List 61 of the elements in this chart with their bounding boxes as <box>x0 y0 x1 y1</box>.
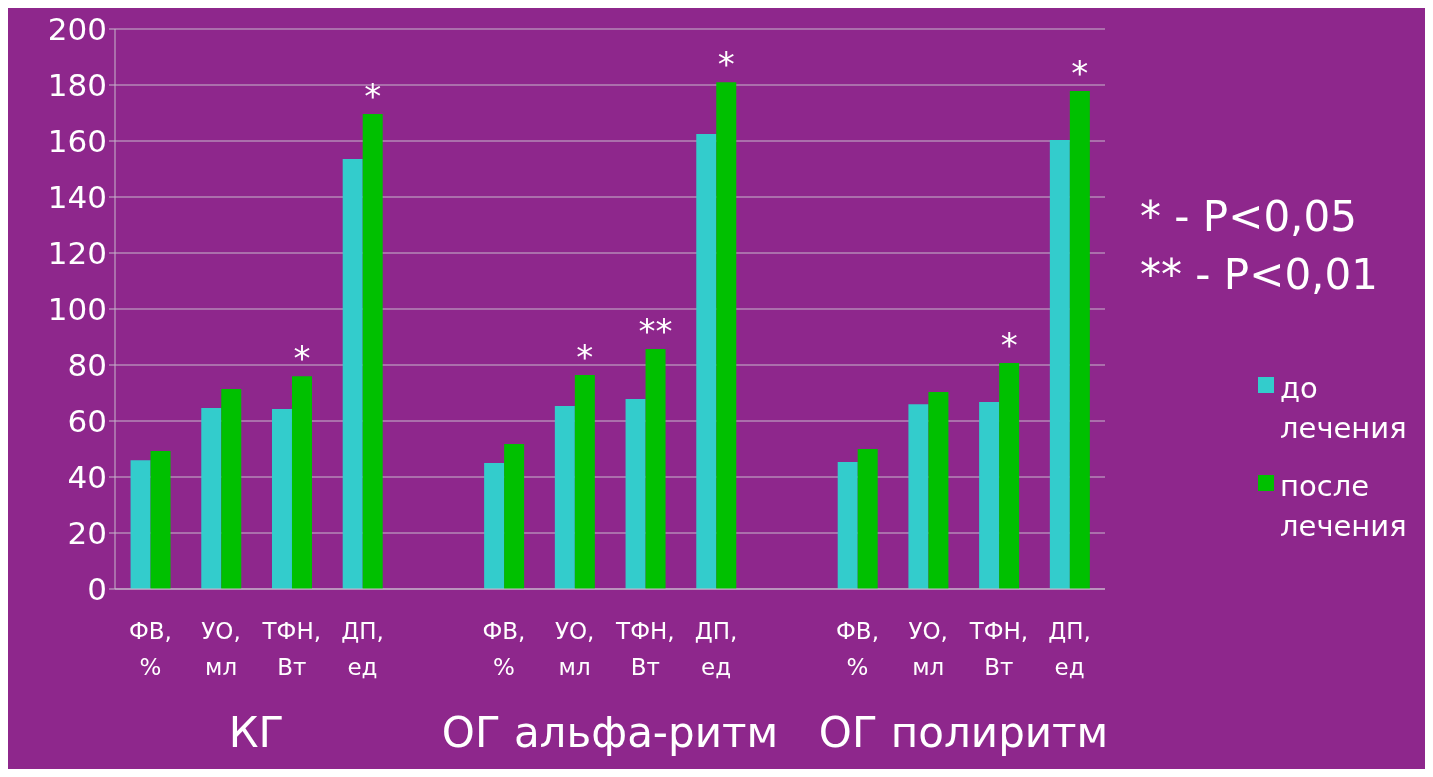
y-tick-label: 140 <box>47 179 107 216</box>
legend-label: до лечения <box>1280 370 1408 447</box>
text: ОГ альфа-ритм <box>440 708 780 757</box>
x-tick-label: ФВ, % <box>836 618 879 680</box>
bar <box>201 408 222 589</box>
text: КГ <box>228 708 285 757</box>
data-label: * <box>1000 325 1018 366</box>
bar <box>362 114 383 589</box>
y-tick-label: 160 <box>47 123 107 160</box>
y-tick-label: 40 <box>67 459 107 496</box>
x-tick-label: ДП, ед <box>694 618 738 680</box>
bar <box>928 391 949 589</box>
text: ** - P<0,01 <box>1140 249 1378 301</box>
bar <box>908 404 929 589</box>
text: * - P<0,05 <box>1140 191 1358 243</box>
y-tick-label: 120 <box>47 235 107 272</box>
bar <box>342 158 363 589</box>
y-tick-label: 180 <box>47 67 107 103</box>
legend-label: после лечения <box>1280 468 1408 545</box>
x-tick-label: УО, мл <box>201 618 241 680</box>
bar <box>979 401 1000 589</box>
x-tick-label: ДП, ед <box>1048 618 1091 680</box>
bar <box>221 389 242 589</box>
data-label: * <box>364 76 382 117</box>
bar <box>1069 90 1090 589</box>
bar <box>999 363 1020 589</box>
bar <box>857 449 878 589</box>
bar <box>271 408 292 589</box>
bar <box>150 450 171 589</box>
x-tick-label: ДП, ед <box>341 618 384 680</box>
x-tick-label: ТФН, Вт <box>968 618 1029 680</box>
x-tick-label: УО, мл <box>908 618 948 680</box>
bar <box>837 461 858 589</box>
bar <box>130 460 151 589</box>
bar <box>291 376 312 589</box>
y-tick-label: 20 <box>67 515 107 552</box>
bar <box>484 463 505 589</box>
y-tick-label: 200 <box>47 11 107 48</box>
bar <box>625 398 646 589</box>
x-tick-label: ТФН, Вт <box>261 618 322 680</box>
y-tick-label: 100 <box>47 291 107 328</box>
x-tick-label: ФВ, % <box>128 618 172 680</box>
x-tick-label: ФВ, % <box>482 618 526 680</box>
data-label: * <box>293 338 311 379</box>
data-label: ** <box>638 311 673 352</box>
bar <box>696 134 717 589</box>
y-tick-label: 0 <box>87 571 107 608</box>
data-label: * <box>576 337 594 378</box>
text: ОГ полиритм <box>818 708 1109 757</box>
bar <box>1049 139 1070 589</box>
bar <box>554 405 575 589</box>
y-tick-label: 80 <box>67 347 107 384</box>
data-label: * <box>1071 52 1089 93</box>
bar <box>716 82 737 589</box>
x-tick-label: УО, мл <box>554 618 595 680</box>
bar <box>574 375 595 589</box>
y-tick-label: 60 <box>67 403 107 440</box>
data-label: * <box>717 44 735 85</box>
bar <box>645 349 666 589</box>
x-tick-label: ТФН, Вт <box>615 618 675 680</box>
bar <box>504 443 525 589</box>
